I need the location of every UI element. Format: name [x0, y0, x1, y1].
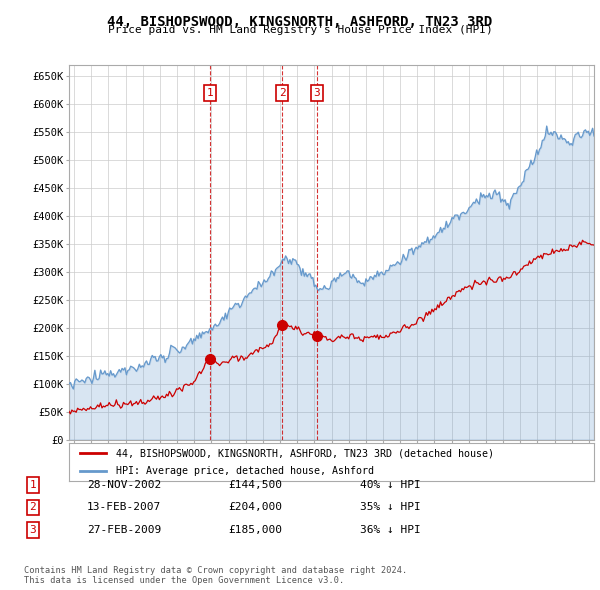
Text: 44, BISHOPSWOOD, KINGSNORTH, ASHFORD, TN23 3RD: 44, BISHOPSWOOD, KINGSNORTH, ASHFORD, TN… — [107, 15, 493, 29]
Text: 2: 2 — [29, 503, 37, 512]
Text: 27-FEB-2009: 27-FEB-2009 — [87, 525, 161, 535]
Text: £144,500: £144,500 — [228, 480, 282, 490]
Text: HPI: Average price, detached house, Ashford: HPI: Average price, detached house, Ashf… — [116, 466, 374, 476]
Text: £204,000: £204,000 — [228, 503, 282, 512]
Text: 28-NOV-2002: 28-NOV-2002 — [87, 480, 161, 490]
Text: 13-FEB-2007: 13-FEB-2007 — [87, 503, 161, 512]
Text: 40% ↓ HPI: 40% ↓ HPI — [360, 480, 421, 490]
Text: 3: 3 — [314, 88, 320, 98]
Text: 44, BISHOPSWOOD, KINGSNORTH, ASHFORD, TN23 3RD (detached house): 44, BISHOPSWOOD, KINGSNORTH, ASHFORD, TN… — [116, 448, 494, 458]
Text: 36% ↓ HPI: 36% ↓ HPI — [360, 525, 421, 535]
Text: 2: 2 — [279, 88, 286, 98]
Text: 1: 1 — [206, 88, 213, 98]
Text: Price paid vs. HM Land Registry's House Price Index (HPI): Price paid vs. HM Land Registry's House … — [107, 25, 493, 35]
Text: 35% ↓ HPI: 35% ↓ HPI — [360, 503, 421, 512]
Text: £185,000: £185,000 — [228, 525, 282, 535]
Text: Contains HM Land Registry data © Crown copyright and database right 2024.
This d: Contains HM Land Registry data © Crown c… — [24, 566, 407, 585]
Text: 1: 1 — [29, 480, 37, 490]
Text: 3: 3 — [29, 525, 37, 535]
